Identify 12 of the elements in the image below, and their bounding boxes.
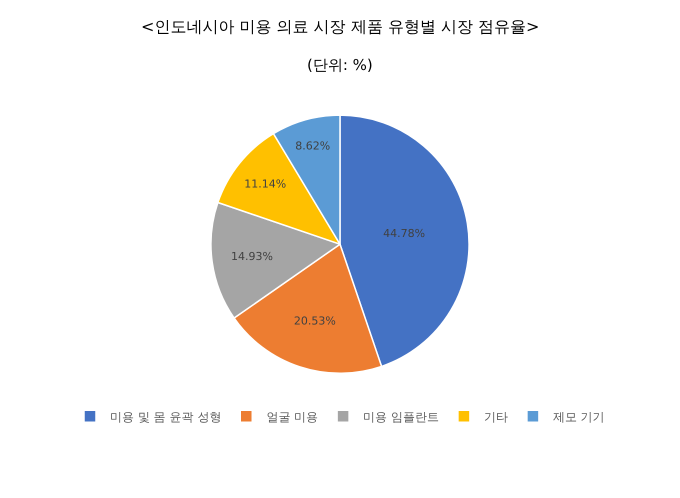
data-label: 14.93%	[231, 250, 273, 264]
data-label: 8.62%	[295, 140, 330, 153]
legend-label: 미용 임플란트	[363, 410, 439, 424]
legend-label: 얼굴 미용	[266, 410, 318, 424]
chart-title: <인도네시아 미용 의료 시장 제품 유형별 시장 점유율>	[141, 17, 540, 36]
chart-subtitle: (단위: %)	[307, 56, 373, 74]
legend-label: 기타	[484, 410, 508, 424]
data-label: 44.78%	[383, 227, 426, 240]
legend-label: 제모 기기	[552, 410, 605, 424]
data-label: 11.14%	[244, 177, 286, 190]
data-label: 20.53%	[294, 314, 336, 328]
legend-label: 미용 및 몸 윤곽 성형	[110, 410, 222, 424]
